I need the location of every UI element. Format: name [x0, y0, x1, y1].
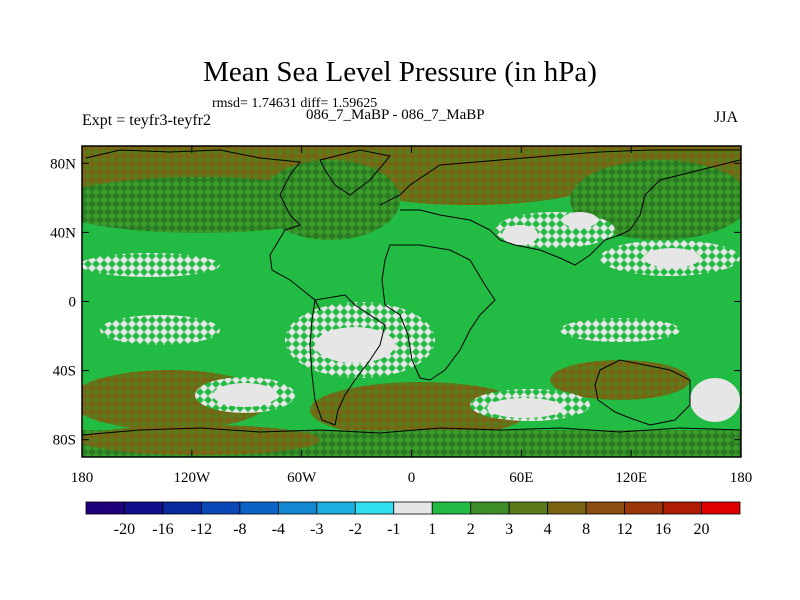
- coastline-greenland: [319, 149, 391, 196]
- x-tick-label: 180: [730, 470, 753, 486]
- axis-ticks: 180 120W 60W 0 60E 120E 180 80N 40N 0 40S 80S: [50, 146, 752, 486]
- coastline-north-america: [85, 149, 321, 311]
- colorbar-swatch: [354, 501, 395, 515]
- x-tick-label: 180: [71, 470, 94, 486]
- colorbar-label: -20: [114, 521, 135, 538]
- x-tick-label: 120W: [173, 470, 211, 486]
- experiment-label: Expt = teyfr3-teyfr2: [82, 112, 211, 129]
- colorbar-label: -12: [191, 521, 212, 538]
- pressure-field: [82, 146, 741, 457]
- colorbar-label: 2: [467, 521, 475, 538]
- colorbar-swatch: [662, 501, 702, 515]
- field-patch: [570, 160, 741, 240]
- field-patch: [82, 425, 320, 455]
- colorbar-label: 20: [694, 521, 710, 538]
- colorbar-label: -8: [233, 521, 246, 538]
- colorbar-swatch: [393, 501, 433, 515]
- colorbar-label: -4: [272, 521, 285, 538]
- colorbar-swatch: [585, 501, 625, 515]
- colorbar-label: 3: [505, 521, 513, 538]
- y-tick-label: 80N: [50, 156, 76, 172]
- colorbar-label: -1: [387, 521, 400, 538]
- x-tick-label: 60W: [287, 470, 317, 486]
- coastline-south-america: [309, 294, 386, 426]
- field-patch: [502, 225, 538, 245]
- y-tick-label: 80S: [53, 433, 76, 449]
- field-patch: [260, 160, 400, 240]
- field-patch: [644, 248, 700, 268]
- colorbar-swatch: [470, 501, 510, 515]
- field-patch: [550, 360, 690, 400]
- field-patch: [487, 398, 563, 418]
- colorbar-swatch: [624, 501, 664, 515]
- y-tick-label: 0: [69, 295, 77, 311]
- experiment-pair-label: 086_7_MaBP - 086_7_MaBP: [306, 107, 485, 123]
- coastline-africa: [381, 244, 496, 381]
- field-patch: [315, 327, 395, 363]
- field-patch: [690, 378, 740, 422]
- field-patch: [100, 315, 220, 345]
- colorbar-swatch: [701, 501, 741, 515]
- colorbar: -20 -16 -12 -8 -4 -3 -2 -1 1 2 3 4 8 12 16 20: [85, 501, 741, 538]
- y-tick-label: 40N: [50, 225, 76, 241]
- chart-subtitle: rmsd= 1.74631 diff= 1.59625: [212, 96, 378, 111]
- colorbar-label: -3: [310, 521, 323, 538]
- colorbar-swatch: [508, 501, 549, 515]
- field-patch: [562, 212, 598, 228]
- colorbar-swatch: [547, 501, 587, 515]
- coastline-antarctica: [82, 427, 741, 436]
- colorbar-swatch: [124, 501, 164, 515]
- colorbar-label: -16: [152, 521, 173, 538]
- field-patch: [310, 382, 530, 438]
- coastline-eurasia: [379, 149, 741, 266]
- colorbar-label: 8: [582, 521, 590, 538]
- colorbar-swatch: [239, 501, 279, 515]
- x-tick-label: 60E: [509, 470, 533, 486]
- colorbar-swatch: [316, 501, 356, 515]
- colorbar-label: -2: [349, 521, 362, 538]
- field-patch: [340, 155, 600, 205]
- chart-title: Mean Sea Level Pressure (in hPa): [203, 56, 597, 88]
- colorbar-label: 16: [655, 521, 671, 538]
- colorbar-swatch: [277, 501, 318, 515]
- field-patch: [82, 253, 220, 277]
- x-tick-label: 0: [408, 470, 416, 486]
- season-label: JJA: [714, 109, 739, 126]
- colorbar-label: 4: [544, 521, 552, 538]
- y-tick-label: 40S: [53, 364, 76, 380]
- coastline-australia: [594, 359, 691, 426]
- colorbar-label: 1: [428, 521, 436, 538]
- colorbar-swatch: [201, 501, 241, 515]
- colorbar-swatch: [431, 501, 472, 515]
- colorbar-swatch: [85, 501, 125, 515]
- colorbar-swatch: [162, 501, 202, 515]
- field-patch: [560, 318, 680, 342]
- x-tick-label: 120E: [615, 470, 647, 486]
- coastlines: [82, 149, 741, 436]
- field-patch: [213, 383, 277, 407]
- colorbar-label: 12: [617, 521, 633, 538]
